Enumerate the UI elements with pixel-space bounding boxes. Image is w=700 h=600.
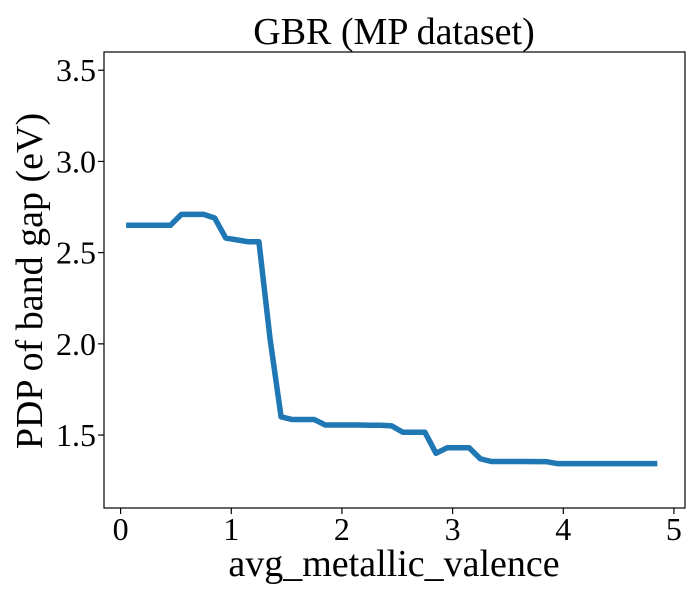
y-axis-label: PDP of band gap (eV) xyxy=(9,113,51,449)
y-tick-label: 3.5 xyxy=(56,52,96,88)
x-tick-label: 0 xyxy=(113,511,129,547)
y-tick-label: 1.5 xyxy=(56,417,96,453)
series-line xyxy=(126,211,658,467)
plot-area xyxy=(126,211,658,467)
y-tick-label: 2.0 xyxy=(56,326,96,362)
x-tick-label: 4 xyxy=(555,511,571,547)
x-tick-label: 2 xyxy=(334,511,350,547)
x-tick-label: 1 xyxy=(223,511,239,547)
x-tick-label: 3 xyxy=(445,511,461,547)
y-tick-label: 3.0 xyxy=(56,143,96,179)
x-axis-label: avg_metallic_valence xyxy=(228,543,559,585)
x-axis: 0 1 2 3 4 5 xyxy=(113,508,682,547)
chart-title: GBR (MP dataset) xyxy=(253,11,534,53)
plot-frame xyxy=(103,51,686,509)
x-tick-label: 5 xyxy=(666,511,682,547)
y-tick-label: 2.5 xyxy=(56,235,96,271)
y-axis: 1.5 2.0 2.5 3.0 3.5 xyxy=(56,52,104,453)
